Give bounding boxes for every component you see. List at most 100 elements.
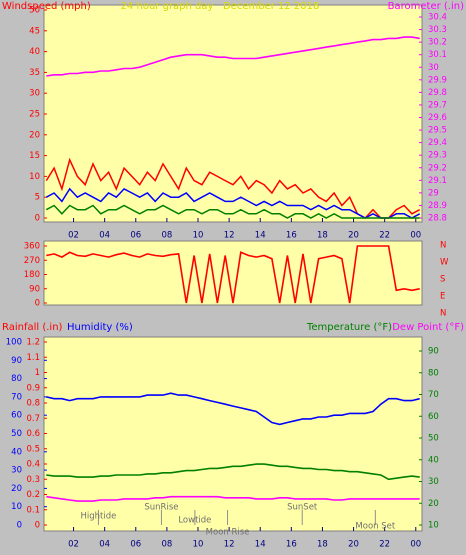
y-tick-label: 70 [11,392,22,402]
y-tick-label: 1.1 [26,353,40,363]
series-line [46,36,420,77]
x-tick-label: 14 [255,540,266,550]
x-tick-label: 22 [379,231,390,241]
wind-panel [43,4,423,223]
event-label: Hightide [81,512,117,522]
event-label: Lowtide [178,516,211,526]
y-tick-label: 50 [29,6,40,16]
compass-label: N [440,309,446,319]
y-tick-label: 10 [29,172,40,182]
x-tick-label: 04 [99,540,110,550]
y-tick-label: 40 [428,455,439,465]
y-tick-label: 100 [6,338,22,348]
x-tick-label: 08 [161,540,172,550]
y-tick-label: 0 [35,299,40,309]
x-tick-label: 14 [255,231,266,241]
y-tick-label: 50 [11,429,22,439]
y-tick-label: 0.5 [26,444,40,454]
y-tick-label: 30 [428,63,439,73]
x-tick-label: 02 [68,231,79,241]
y-tick-label: 0.2 [26,490,40,500]
x-tick-label: 16 [286,540,297,550]
x-tick-label: 18 [317,540,328,550]
y-tick-label: 90 [11,356,22,366]
y-tick-label: 10 [11,502,22,512]
y-tick-label: 30.3 [428,25,447,35]
y-tick-label: 29.8 [428,88,447,98]
y-tick-label: 29.9 [428,75,447,85]
y-tick-label: 20 [29,130,40,140]
y-tick-label: 30.2 [428,38,447,48]
x-tick-label: 20 [348,540,359,550]
compass-label: E [440,292,445,302]
y-tick-label: 40 [29,47,40,57]
y-tick-label: 28.8 [428,214,447,224]
y-tick-label: 10 [428,521,439,531]
y-tick-label: 80 [11,374,22,384]
y-tick-label: 0 [35,521,40,531]
y-tick-label: 20 [11,484,22,494]
y-tick-label: 0.4 [26,460,40,470]
x-tick-label: 06 [130,231,141,241]
series-line [45,187,421,219]
y-tick-label: 20 [428,499,439,509]
y-tick-label: 5 [35,193,40,203]
series-line [46,463,420,481]
y-tick-label: 90 [29,284,40,294]
series-line [46,245,420,304]
wind-label: Windspeed (mph) [2,1,91,12]
compass-label: S [440,275,445,285]
y-tick-label: 29.4 [428,138,447,148]
y-tick-label: 28.9 [428,201,447,211]
temperature-label: Temperature (°F) [306,322,392,333]
y-tick-label: 29.3 [428,151,447,161]
x-tick-label: 10 [193,540,204,550]
dewpoint-label: Dew Point (°F) [392,322,464,333]
y-tick-label: 29.1 [428,176,447,186]
x-tick-label: 10 [193,231,204,241]
x-tick-label: 04 [99,231,110,241]
y-tick-label: 1.2 [26,338,40,348]
y-tick-label: 0.7 [26,414,40,424]
y-tick-label: 50 [428,434,439,444]
y-tick-label: 15 [29,151,40,161]
y-tick-label: 35 [29,68,40,78]
direction-panel [43,240,423,306]
x-tick-label: 00 [410,231,421,241]
y-tick-label: 25 [29,110,40,120]
event-label: SunSet [287,503,318,513]
y-tick-label: 0.9 [26,383,40,393]
y-tick-label: 30.4 [428,13,447,23]
y-tick-label: 0 [17,521,22,531]
x-tick-label: 06 [130,540,141,550]
y-tick-label: 29.6 [428,113,447,123]
y-tick-label: 180 [24,270,40,280]
y-tick-label: 29.2 [428,163,447,173]
y-tick-label: 270 [24,256,40,266]
y-tick-label: 0.3 [26,475,40,485]
rain-label: Rainfall (.in) [2,322,63,333]
x-tick-label: 02 [68,540,79,550]
y-tick-label: 0.8 [26,399,40,409]
series-line [46,392,420,426]
event-label: Moon Rise [206,528,250,538]
y-tick-label: 0.6 [26,429,40,439]
y-tick-label: 29.5 [428,126,447,136]
y-tick-label: 70 [428,390,439,400]
series-line [46,495,420,502]
y-tick-label: 30 [428,477,439,487]
compass-label: N [440,241,446,251]
y-tick-label: 60 [428,412,439,422]
y-tick-label: 30 [29,89,40,99]
y-tick-label: 60 [11,411,22,421]
y-tick-label: 29 [428,188,439,198]
y-tick-label: 90 [428,347,439,357]
x-tick-label: 00 [410,540,421,550]
x-tick-label: 12 [224,540,235,550]
y-tick-label: 1 [35,368,40,378]
x-tick-label: 12 [224,231,235,241]
compass-label: W [440,258,449,268]
y-tick-label: 360 [24,242,40,252]
x-tick-label: 08 [161,231,172,241]
